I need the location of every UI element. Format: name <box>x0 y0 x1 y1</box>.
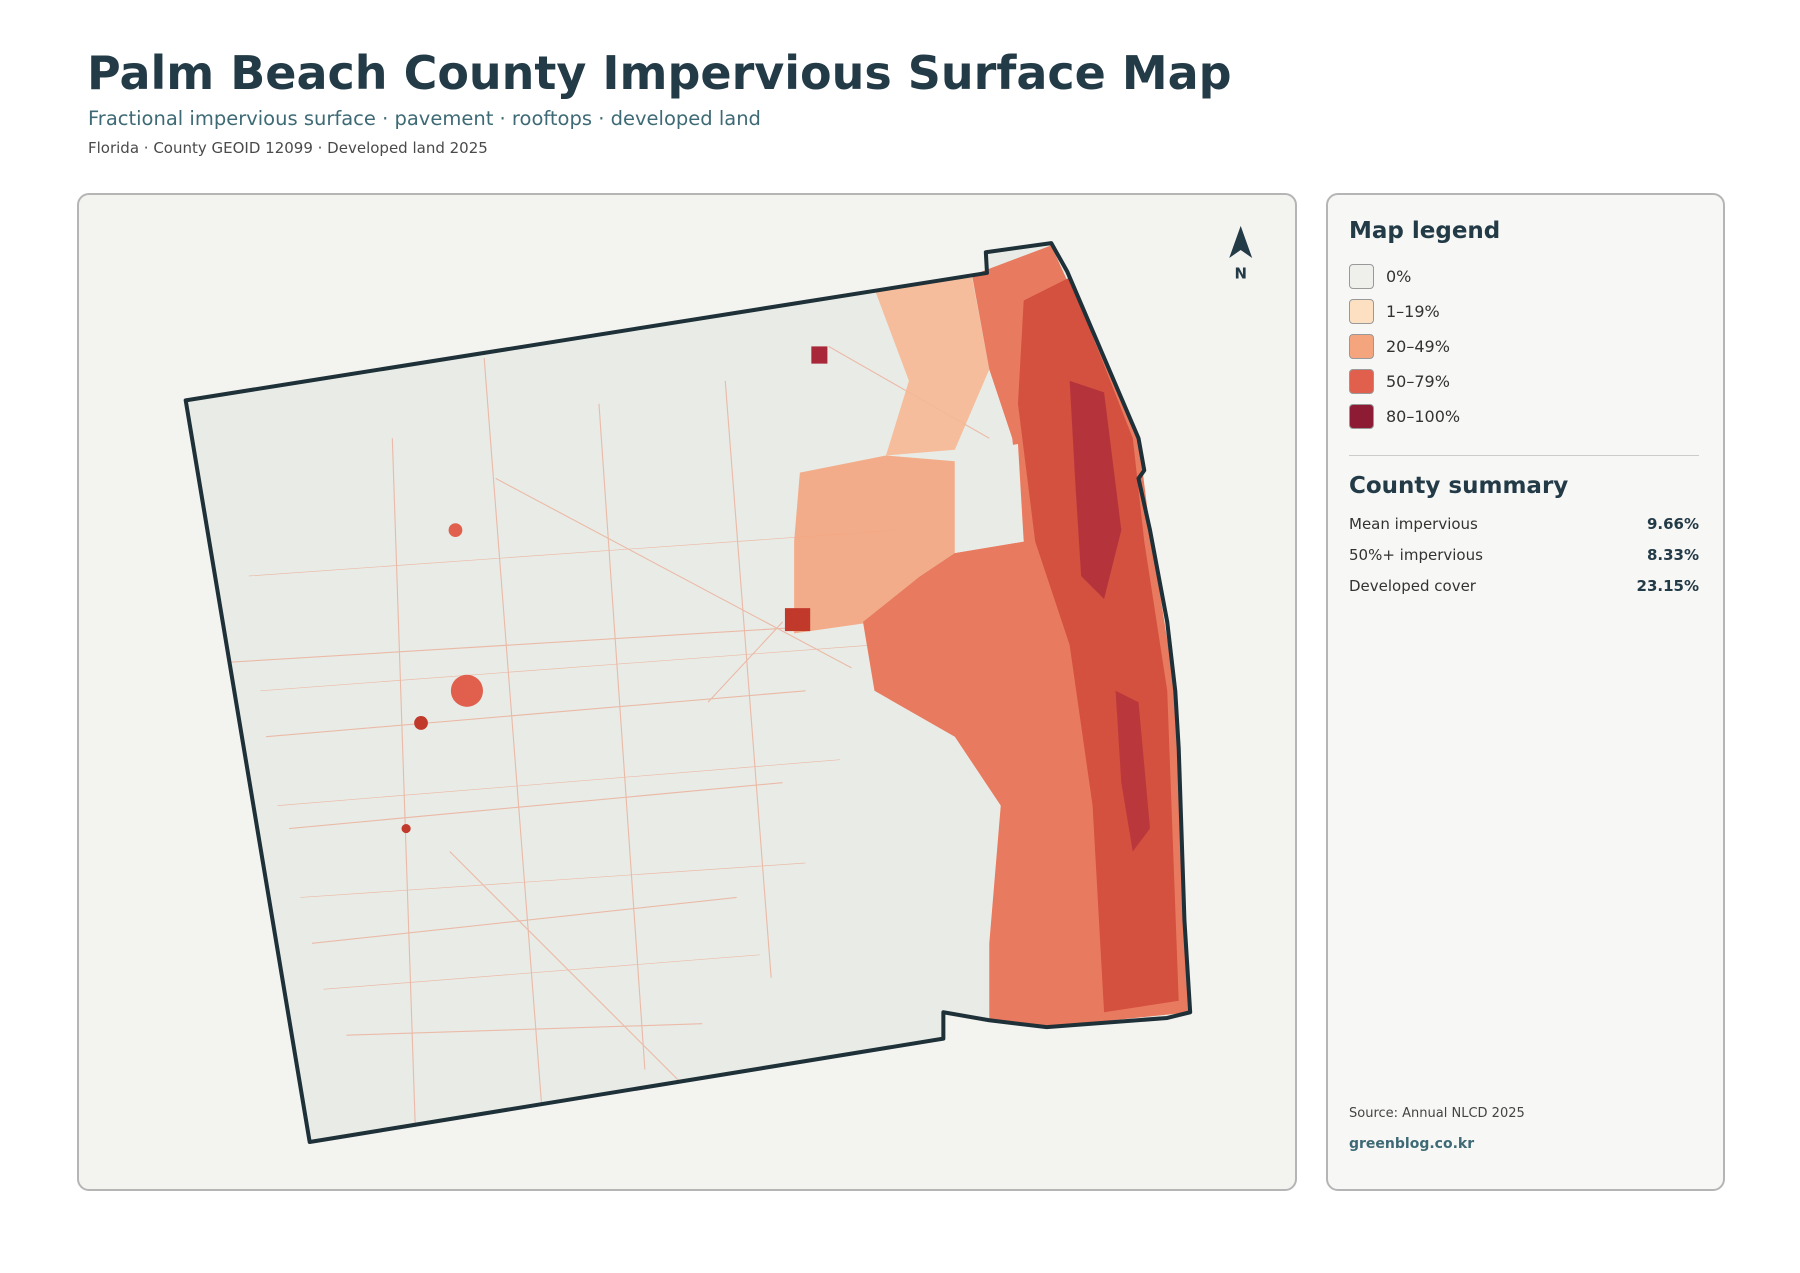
summary-value: 8.33% <box>1646 546 1699 564</box>
legend-title: Map legend <box>1349 218 1501 244</box>
summary-label: 50%+ impervious <box>1349 546 1483 564</box>
legend-item: 0% <box>1349 264 1411 289</box>
legend-label: 20–49% <box>1386 337 1450 356</box>
summary-value: 23.15% <box>1636 577 1699 595</box>
map-panel: N <box>77 193 1297 1191</box>
county-boundary <box>183 241 1193 1144</box>
title: Palm Beach County Impervious Surface Map <box>87 46 1232 100</box>
legend-swatch <box>1349 334 1374 359</box>
summary-value: 9.66% <box>1646 515 1699 533</box>
subtitle: Fractional impervious surface · pavement… <box>88 107 761 130</box>
summary-title: County summary <box>1349 473 1569 499</box>
legend-item: 1–19% <box>1349 299 1440 324</box>
north-label: N <box>1234 265 1246 283</box>
legend-label: 0% <box>1386 267 1412 286</box>
legend-swatch <box>1349 264 1374 289</box>
summary-row: 50%+ impervious 8.33% <box>1349 546 1699 564</box>
north-arrow <box>1229 225 1253 259</box>
meta: Florida · County GEOID 12099 · Developed… <box>88 139 488 157</box>
summary-label: Developed cover <box>1349 577 1476 595</box>
legend-label: 1–19% <box>1386 302 1440 321</box>
map: N <box>183 225 1253 1144</box>
legend-label: 80–100% <box>1386 407 1461 426</box>
credit: greenblog.co.kr <box>1349 1136 1475 1152</box>
map-layer: N <box>183 225 1253 1144</box>
summary-row: Developed cover 23.15% <box>1349 577 1699 595</box>
road-network <box>231 345 990 1128</box>
legend-swatch <box>1349 369 1374 394</box>
summary-label: Mean impervious <box>1349 515 1478 533</box>
legend-item: 80–100% <box>1349 404 1460 429</box>
divider <box>1349 455 1699 456</box>
legend-label: 50–79% <box>1386 372 1450 391</box>
legend-item: 20–49% <box>1349 334 1450 359</box>
legend-swatch <box>1349 299 1374 324</box>
legend-swatch <box>1349 404 1374 429</box>
urban-area <box>401 245 1191 1028</box>
source: Source: Annual NLCD 2025 <box>1349 1106 1525 1121</box>
side-panel: Map legend 0% 1–19% 20–49% 50–79% 80–100% Co… <box>1326 193 1725 1191</box>
summary-row: Mean impervious 9.66% <box>1349 515 1699 533</box>
legend-item: 50–79% <box>1349 369 1450 394</box>
